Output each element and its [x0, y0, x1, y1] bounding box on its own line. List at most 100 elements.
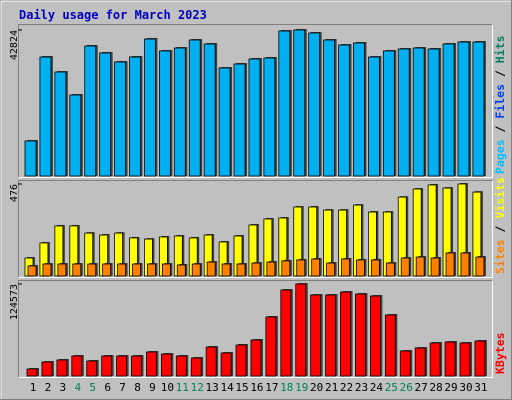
bar	[457, 41, 470, 177]
bar	[310, 294, 322, 377]
legend-item: Pages	[493, 139, 507, 174]
bar	[99, 52, 112, 177]
bar	[160, 353, 172, 377]
bar	[102, 263, 112, 277]
bar	[86, 360, 98, 377]
bar	[191, 263, 201, 277]
bar	[278, 30, 291, 177]
bar	[385, 262, 395, 277]
bar	[129, 56, 141, 177]
bar	[266, 261, 276, 277]
bar	[369, 295, 381, 377]
bar	[415, 256, 425, 277]
x-tick-label: 29	[444, 381, 457, 394]
bar	[412, 47, 425, 177]
legend-item: Hits	[493, 35, 507, 63]
legend: Sites / Visits	[493, 177, 507, 274]
bar	[236, 263, 246, 277]
bar	[42, 263, 52, 277]
bar	[248, 58, 261, 177]
legend-item: Visits	[493, 177, 507, 219]
x-tick-label: 2	[45, 381, 52, 394]
x-tick-label: 25	[385, 381, 398, 394]
x-tick-label: 17	[265, 381, 278, 394]
x-tick-label: 10	[161, 381, 174, 394]
legend-item: Files	[493, 84, 507, 119]
bar	[161, 263, 171, 277]
bar	[296, 259, 306, 277]
legend-item: KBytes	[493, 332, 507, 374]
bar	[414, 347, 426, 377]
bar	[175, 355, 187, 377]
x-tick-label: 28	[429, 381, 442, 394]
bar	[190, 357, 202, 377]
legend-separator: /	[493, 63, 507, 84]
x-tick-label: 13	[206, 381, 219, 394]
bar	[311, 258, 321, 277]
bar	[280, 289, 292, 377]
bar	[400, 257, 410, 277]
bar	[293, 29, 306, 177]
bar	[220, 352, 232, 377]
bar	[188, 39, 201, 177]
bar	[355, 293, 366, 377]
bar	[399, 350, 411, 377]
bar	[338, 44, 350, 177]
bar	[263, 57, 276, 177]
bar	[173, 47, 186, 177]
bar	[116, 355, 127, 377]
bar	[54, 71, 67, 177]
x-tick-label: 21	[325, 381, 338, 394]
bar	[459, 342, 471, 377]
bar	[206, 261, 216, 277]
bar	[442, 43, 455, 177]
bar	[353, 42, 365, 177]
bar	[445, 252, 455, 277]
bar	[39, 56, 52, 177]
x-tick-label: 3	[60, 381, 67, 394]
bar	[295, 283, 307, 377]
bar	[233, 63, 246, 177]
bar	[367, 56, 380, 177]
bar	[176, 264, 186, 277]
bar	[114, 61, 126, 177]
x-tick-label: 31	[474, 381, 487, 394]
bar	[56, 359, 68, 377]
x-tick-label: 1	[30, 381, 37, 394]
bar	[144, 38, 156, 177]
bar	[460, 252, 470, 277]
bar	[221, 263, 231, 277]
bar	[146, 351, 157, 377]
panel-highlight	[18, 24, 493, 178]
bar	[430, 257, 440, 277]
bar	[341, 258, 350, 277]
bar	[71, 355, 83, 377]
bar	[57, 263, 67, 277]
panel-highlight	[18, 180, 493, 278]
bar	[384, 314, 396, 377]
bar	[370, 259, 380, 277]
x-tick-label: 18	[280, 381, 293, 394]
x-tick-label: 14	[220, 381, 234, 394]
bar	[250, 339, 262, 377]
x-tick-label: 12	[191, 381, 204, 394]
bar	[41, 361, 53, 377]
bar	[69, 94, 82, 177]
bar	[205, 346, 217, 377]
bar	[444, 341, 456, 377]
legend-separator: /	[493, 219, 507, 240]
x-tick-label: 11	[176, 381, 189, 394]
panel-highlight	[18, 280, 493, 378]
bar	[27, 265, 37, 277]
bar	[326, 262, 336, 277]
x-tick-label: 22	[340, 381, 353, 394]
x-tick-label: 24	[370, 381, 384, 394]
bar	[356, 259, 365, 277]
x-tick-label: 26	[400, 381, 413, 394]
bar	[87, 263, 97, 277]
x-tick-label: 20	[310, 381, 323, 394]
x-tick-label: 9	[149, 381, 156, 394]
bar	[382, 50, 395, 177]
bar	[26, 368, 38, 377]
